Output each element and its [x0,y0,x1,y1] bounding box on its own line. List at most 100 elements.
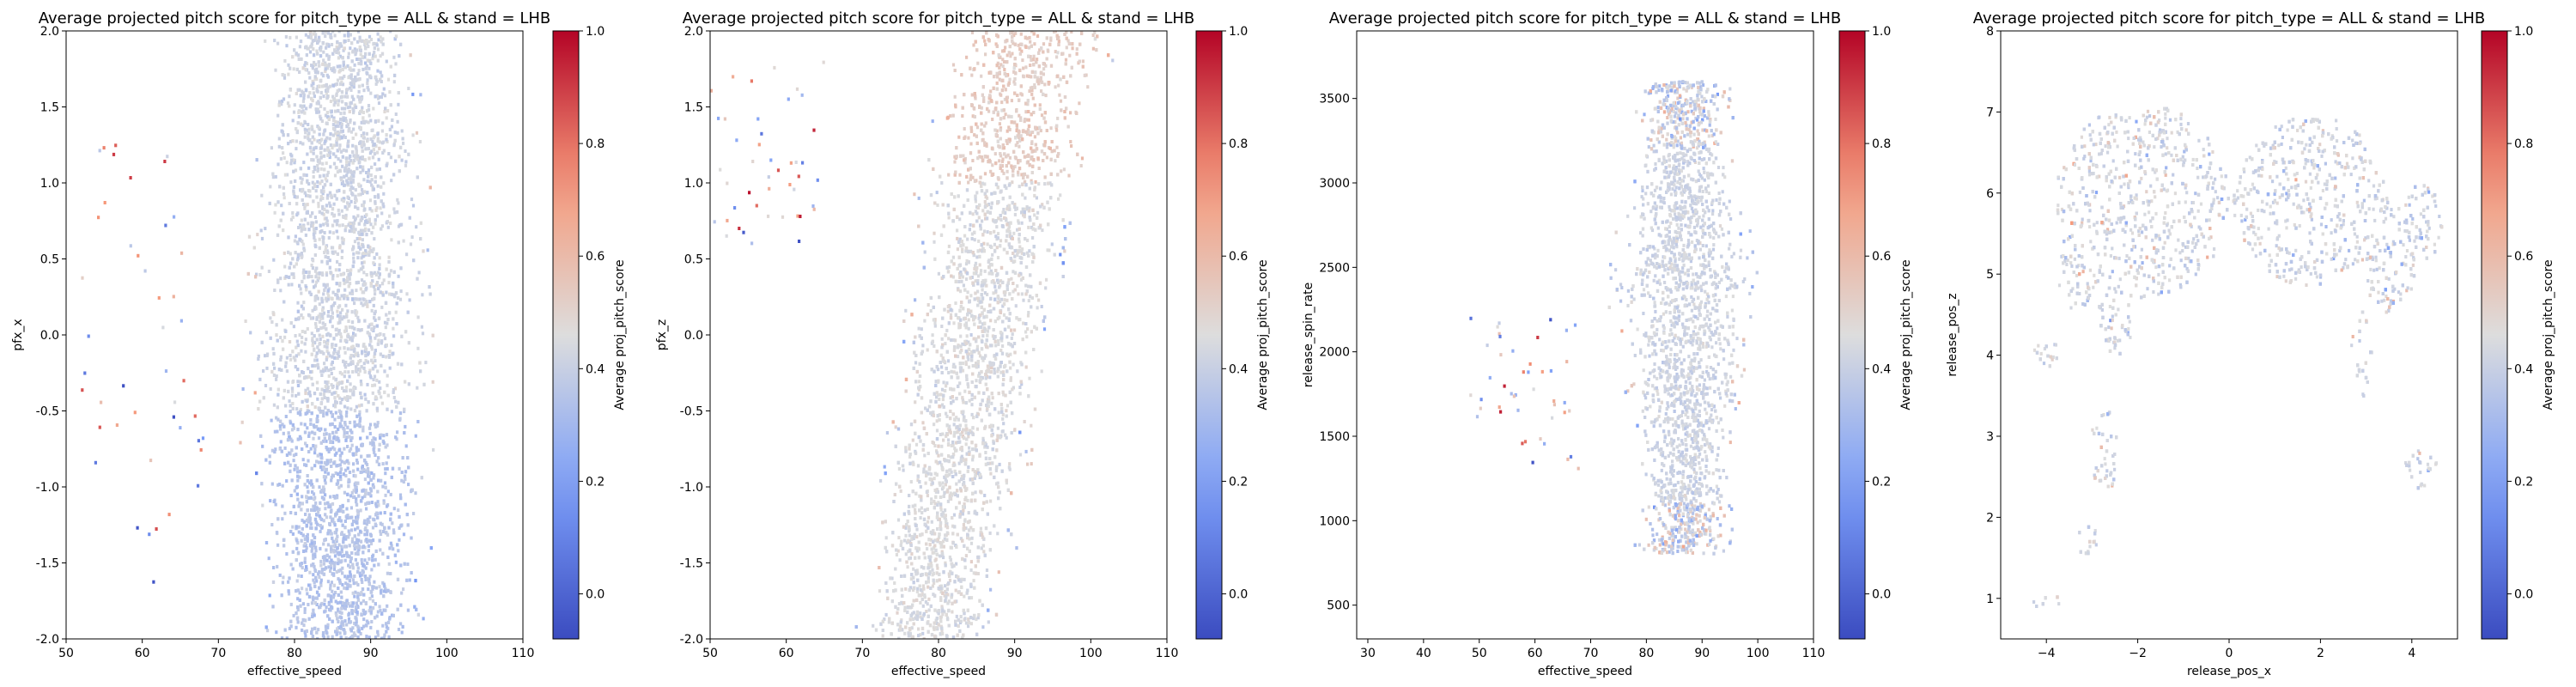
hex-bin [301,628,304,632]
hex-bin [323,558,326,562]
hex-bin [404,330,408,334]
hex-bin [306,538,309,543]
hex-bin [333,561,337,565]
hex-bin [405,292,409,296]
hex-bin [270,369,274,374]
hex-bin [307,489,310,494]
hex-bin [276,113,280,118]
hex-bin [361,297,365,301]
hex-bin [327,54,331,58]
hex-bin [380,291,385,295]
hex-bin [347,477,350,482]
hex-bin [330,372,333,375]
hex-bin [392,388,395,392]
hex-bin [355,310,359,314]
hex-bin [399,563,403,568]
hex-bin [335,538,338,542]
hex-bin [373,237,376,241]
hex-bin [269,336,272,340]
hex-bin [355,550,360,555]
hex-bin [343,350,347,355]
hex-bin [323,183,327,187]
hex-bin [329,447,332,452]
hex-bin [357,269,361,273]
hex-bin [325,204,329,208]
hex-bin [328,230,331,234]
hex-bin [376,214,380,218]
hex-bin [353,534,356,538]
hex-bin [320,387,324,392]
hex-bin [361,350,364,354]
hex-bin [301,198,304,202]
hex-bin [334,591,337,594]
hex-bin [343,117,348,121]
hex-bin [324,285,327,289]
hex-bin [342,472,345,477]
hex-bin [289,88,293,92]
hex-bin [348,449,351,453]
hex-bin [304,513,307,516]
hex-bin [330,544,333,549]
hex-bin [373,50,376,54]
hex-bin [349,188,352,192]
hex-bin [347,602,350,605]
hex-bin [346,144,349,149]
hex-bin [408,578,411,582]
hex-bin [255,272,258,277]
hex-bin [351,562,355,567]
hex-bin [271,605,275,609]
hex-bin [376,132,380,137]
hex-bin [374,82,378,86]
hex-bin [390,475,393,479]
hex-bin [312,151,315,155]
hex-bin [362,271,366,275]
hex-bin [337,508,340,513]
hex-bin [329,594,332,599]
hex-bin [382,608,386,612]
hex-bin [303,127,307,131]
hex-bin [283,335,287,339]
hex-bin [304,388,307,392]
hex-bin [344,102,348,106]
hex-bin [300,538,303,543]
hex-bin [369,611,373,614]
hex-bin [360,120,363,125]
hex-bin [341,129,344,133]
hex-bin [335,45,338,49]
hex-bin [281,73,284,77]
hex-bin [319,546,322,550]
hex-bin [371,185,374,189]
hex-bin [415,607,418,611]
hex-bin [289,463,292,467]
hex-bin [379,206,382,210]
hex-bin [307,459,310,463]
hex-bin [325,111,329,115]
hex-bin [316,169,319,173]
hex-bin [368,219,371,223]
hex-bin [306,474,309,477]
hex-bin [338,396,342,400]
hex-bin [312,492,316,496]
hex-bin [319,465,323,469]
hex-bin [364,249,368,253]
hex-bin [327,565,331,569]
hex-bin [389,31,392,33]
hex-bin [301,526,304,531]
hex-bin [321,316,325,320]
hex-bin [373,288,376,292]
hex-bin [325,628,328,632]
hex-bin [370,620,374,623]
hex-bin [312,82,315,86]
hex-bin [324,63,327,67]
hex-bin [380,282,385,286]
hex-bin [354,105,358,109]
hex-bin [392,143,396,148]
hex-bin [281,483,284,488]
hex-bin [367,168,371,173]
hex-bin [398,493,403,497]
hex-bin [329,505,332,509]
hex-bin [325,467,328,471]
hex-bin [301,621,304,625]
hex-bin [335,464,338,468]
hex-bin [292,67,295,71]
